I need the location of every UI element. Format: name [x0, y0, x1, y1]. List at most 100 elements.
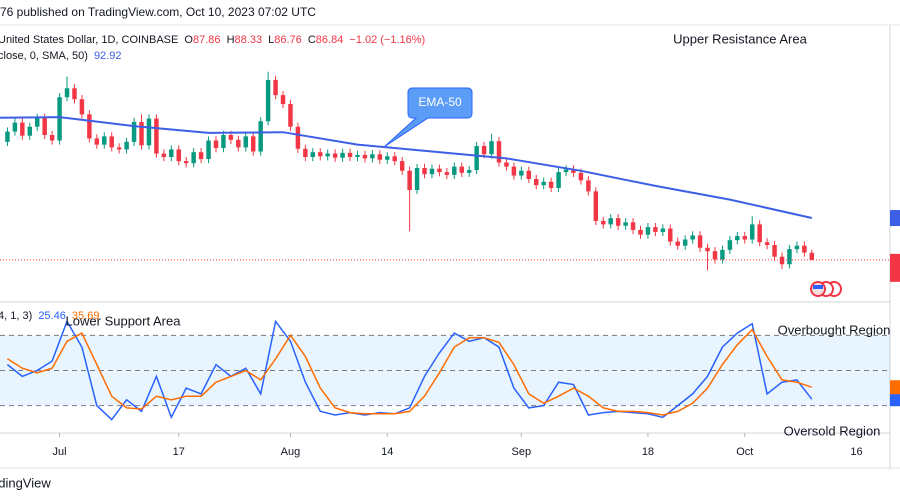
price-legend: United States Dollar, 1D, COINBASE O87.8… [0, 34, 425, 46]
candle-body [161, 153, 167, 157]
candle-body [355, 154, 360, 157]
last-price-tag [890, 253, 900, 282]
candle-body [720, 249, 725, 260]
candle-body [370, 154, 375, 159]
candle-body [749, 224, 755, 240]
candle-body [519, 170, 524, 176]
candle-body [325, 153, 330, 157]
candle-body [653, 227, 658, 232]
candle-body [526, 170, 532, 179]
candle-body [578, 172, 584, 181]
candle-body [139, 121, 144, 146]
flag-stripe [813, 285, 823, 289]
candle-body [183, 161, 189, 164]
candle-body [489, 141, 494, 155]
candle-body [481, 146, 487, 155]
callout-text: EMA-50 [418, 95, 462, 109]
candle-body [250, 136, 256, 152]
stoch-value-tag [890, 392, 900, 407]
x-tick-label: Oct [736, 446, 753, 458]
candle-body [221, 135, 226, 149]
candle-body [764, 242, 770, 245]
footer-text: adingView [0, 475, 51, 490]
candle-body [169, 149, 174, 157]
candle-body [362, 154, 368, 159]
candle-body [660, 228, 666, 232]
candle-body [295, 126, 301, 149]
candle-body [802, 245, 807, 253]
candle-body [504, 162, 509, 167]
candle-body [288, 104, 293, 127]
candle-body [377, 154, 383, 160]
candle-body [556, 172, 561, 188]
ema-line [0, 116, 813, 219]
candle-body [809, 252, 815, 260]
candle-body [243, 136, 249, 148]
candle-body [787, 249, 792, 265]
x-tick-label: Aug [281, 446, 301, 458]
candle-body [79, 99, 85, 115]
candles [5, 71, 815, 271]
candle-body [638, 229, 643, 235]
candle-body [511, 166, 517, 176]
candle-body [668, 228, 673, 242]
stoch-value-tag [890, 380, 900, 395]
pane-separators [0, 24, 900, 470]
candle-body [779, 256, 785, 265]
candle-body [273, 80, 278, 96]
candle-body [258, 121, 263, 152]
x-tick-label: 18 [642, 446, 654, 458]
candle-body [675, 241, 680, 246]
stoch-k-value: 25.46 [38, 310, 66, 322]
candle-body [102, 136, 107, 145]
candle-body [318, 152, 323, 157]
candle-body [414, 168, 420, 190]
candle-body [623, 222, 628, 226]
candle-body [742, 236, 748, 240]
candle-body [459, 166, 464, 173]
candle-body [176, 149, 181, 162]
annotation: Oversold Region [784, 423, 881, 438]
candle-body [310, 152, 316, 157]
candle-body [615, 218, 621, 226]
x-tick-label: Sep [512, 446, 532, 458]
x-tick-label: 16 [850, 446, 862, 458]
stoch-line [6, 319, 813, 421]
candle-body [437, 168, 442, 173]
candle-body [206, 140, 211, 160]
x-tick-label: 14 [381, 446, 393, 458]
low-value: 86.76 [274, 34, 302, 46]
ema-price-tag [890, 210, 900, 227]
candle-body [571, 169, 576, 173]
candle-body [601, 220, 606, 225]
candle-body [191, 152, 196, 164]
candle-body [303, 148, 308, 157]
candle-body [49, 135, 55, 141]
candle-body [12, 122, 18, 132]
candle-body [146, 118, 152, 146]
low-label: L [268, 34, 274, 46]
candle-body [27, 126, 33, 136]
candle-body [563, 169, 569, 173]
candle-body [735, 236, 740, 241]
annotation: Lower Support Area [66, 313, 182, 328]
x-tick-label: 17 [173, 446, 185, 458]
ema-legend: close, 0, SMA, 50) 92.92 [0, 50, 121, 62]
candle-body [228, 135, 234, 140]
candle-body [682, 239, 688, 246]
candle-body [444, 172, 450, 175]
candle-body [534, 179, 539, 186]
candle-body [131, 121, 137, 142]
annotation: Upper Resistance Area [673, 31, 807, 46]
candle-body [452, 166, 457, 175]
candle-body [496, 141, 502, 163]
candle-body [347, 152, 353, 157]
candle-body [727, 240, 733, 250]
candle-body [630, 222, 636, 230]
candle-body [340, 152, 345, 158]
open-value: 87.86 [193, 34, 221, 46]
candle-body [548, 181, 554, 188]
close-value: 86.84 [316, 34, 344, 46]
